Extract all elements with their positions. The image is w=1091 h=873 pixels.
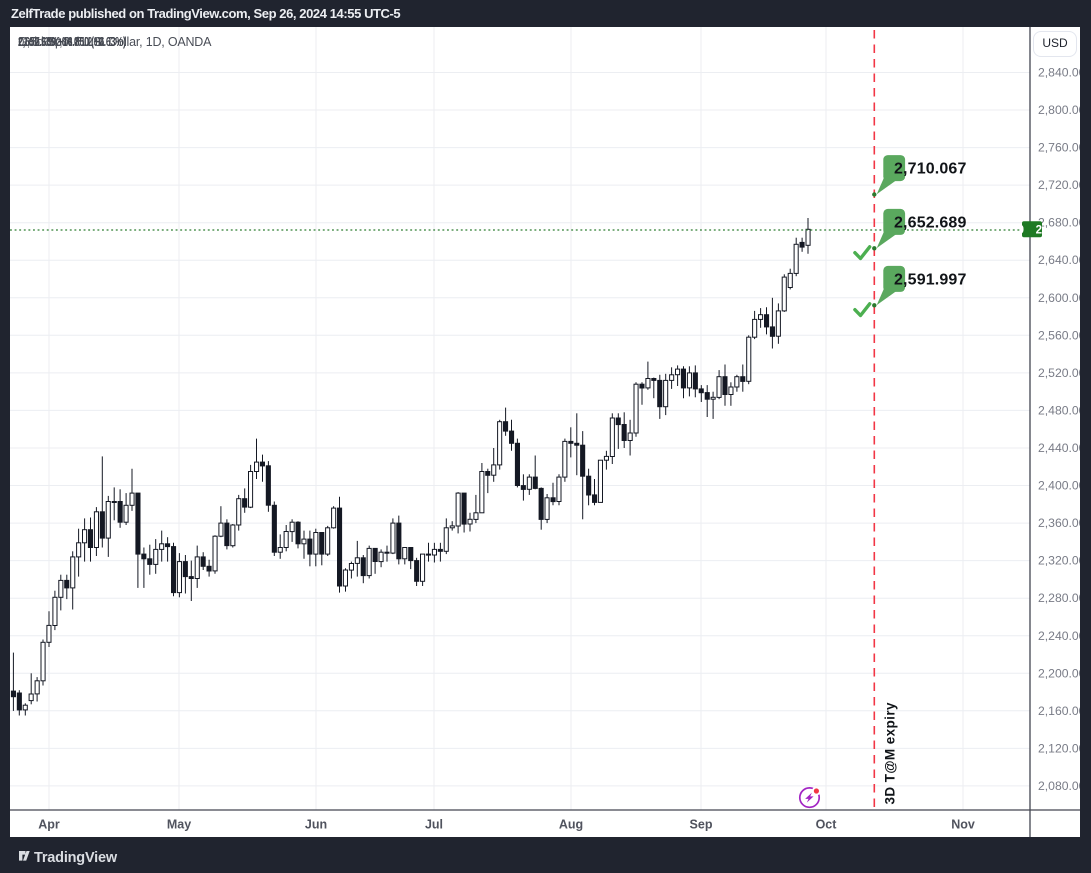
svg-text:3D T@M expiry: 3D T@M expiry — [883, 702, 898, 804]
svg-text:Jun: Jun — [305, 818, 327, 832]
svg-text:Apr: Apr — [38, 818, 60, 832]
svg-text:2,440.00: 2,440.00 — [1038, 441, 1080, 455]
svg-text:Sep: Sep — [690, 818, 713, 832]
svg-text:2,760.00: 2,760.00 — [1038, 141, 1080, 155]
svg-text:2,280.00: 2,280.00 — [1038, 591, 1080, 605]
svg-text:2,591.997: 2,591.997 — [894, 271, 967, 288]
svg-text:2,560.00: 2,560.00 — [1038, 328, 1080, 342]
svg-text:Jul: Jul — [425, 818, 443, 832]
svg-text:Nov: Nov — [951, 818, 975, 832]
svg-text:2,480.00: 2,480.00 — [1038, 403, 1080, 417]
svg-text:2,600.00: 2,600.00 — [1038, 291, 1080, 305]
svg-text:2,200.00: 2,200.00 — [1038, 666, 1080, 680]
svg-text:2,160.00: 2,160.00 — [1038, 704, 1080, 718]
svg-text:2,080.00: 2,080.00 — [1038, 779, 1080, 793]
svg-text:2,840.00: 2,840.00 — [1038, 66, 1080, 80]
svg-text:2,6: 2,6 — [1036, 225, 1052, 237]
svg-text:2,640.00: 2,640.00 — [1038, 253, 1080, 267]
svg-text:2,120.00: 2,120.00 — [1038, 741, 1080, 755]
svg-text:2,240.00: 2,240.00 — [1038, 629, 1080, 643]
svg-text:2,400.00: 2,400.00 — [1038, 479, 1080, 493]
svg-text:May: May — [167, 818, 191, 832]
svg-text:2,720.00: 2,720.00 — [1038, 178, 1080, 192]
svg-text:2,680.00: 2,680.00 — [1038, 216, 1080, 230]
svg-text:2,360.00: 2,360.00 — [1038, 516, 1080, 530]
svg-text:.0: .0 — [1014, 225, 1024, 237]
svg-text:2,652.689: 2,652.689 — [894, 214, 967, 231]
svg-text:Aug: Aug — [559, 818, 583, 832]
svg-text:2,710.067: 2,710.067 — [894, 161, 967, 178]
svg-text:2,800.00: 2,800.00 — [1038, 103, 1080, 117]
svg-text:2,520.00: 2,520.00 — [1038, 366, 1080, 380]
svg-text:2,320.00: 2,320.00 — [1038, 554, 1080, 568]
svg-text:Oct: Oct — [816, 818, 838, 832]
